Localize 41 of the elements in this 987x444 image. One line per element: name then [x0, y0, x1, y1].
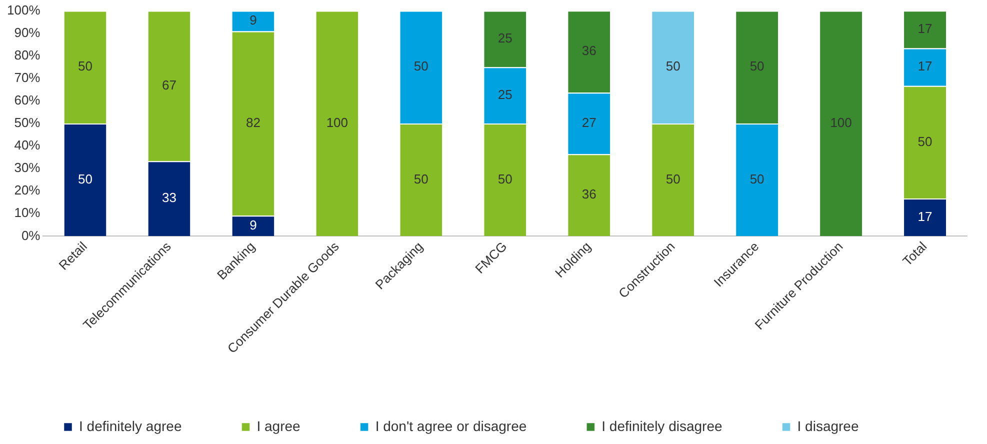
data-label: 50 — [750, 171, 764, 186]
y-tick-label: 50% — [14, 115, 41, 130]
data-label: 50 — [498, 171, 512, 186]
data-label: 50 — [78, 58, 92, 74]
data-label: 100 — [830, 115, 852, 130]
data-label: 9 — [250, 218, 257, 233]
legend-label: I definitely agree — [79, 418, 182, 434]
data-label: 36 — [582, 43, 596, 58]
data-label: 36 — [582, 186, 596, 202]
data-label: 17 — [918, 20, 932, 36]
data-label: 17 — [918, 58, 932, 74]
data-label: 67 — [162, 78, 176, 93]
data-label: 50 — [750, 58, 764, 74]
data-label: 50 — [666, 171, 680, 186]
y-tick-label: 90% — [14, 24, 41, 40]
y-tick-label: 80% — [14, 47, 41, 62]
y-tick-label: 70% — [14, 70, 41, 85]
data-label: 50 — [414, 58, 428, 74]
data-label: 50 — [666, 58, 680, 74]
data-label: 50 — [918, 134, 932, 149]
y-tick-label: 10% — [14, 205, 41, 220]
data-label: 27 — [582, 114, 596, 130]
data-label: 9 — [250, 12, 257, 28]
y-tick-label: 30% — [14, 160, 41, 176]
data-label: 25 — [498, 30, 512, 46]
legend-label: I agree — [256, 418, 301, 434]
legend-label: I disagree — [797, 418, 859, 434]
y-tick-label: 60% — [14, 92, 41, 108]
data-label: 17 — [918, 208, 932, 224]
data-label: 82 — [246, 115, 260, 130]
legend-label: I don't agree or disagree — [375, 418, 527, 434]
y-tick-label: 100% — [7, 2, 41, 18]
data-label: 50 — [414, 171, 428, 186]
data-label: 25 — [498, 86, 512, 102]
data-label: 33 — [162, 190, 176, 206]
y-tick-label: 0% — [21, 228, 41, 243]
y-tick-label: 40% — [14, 138, 41, 153]
data-label: 50 — [78, 171, 92, 186]
data-label: 100 — [326, 115, 348, 130]
y-tick-label: 20% — [14, 182, 41, 198]
legend-label: I definitely disagree — [602, 418, 722, 434]
